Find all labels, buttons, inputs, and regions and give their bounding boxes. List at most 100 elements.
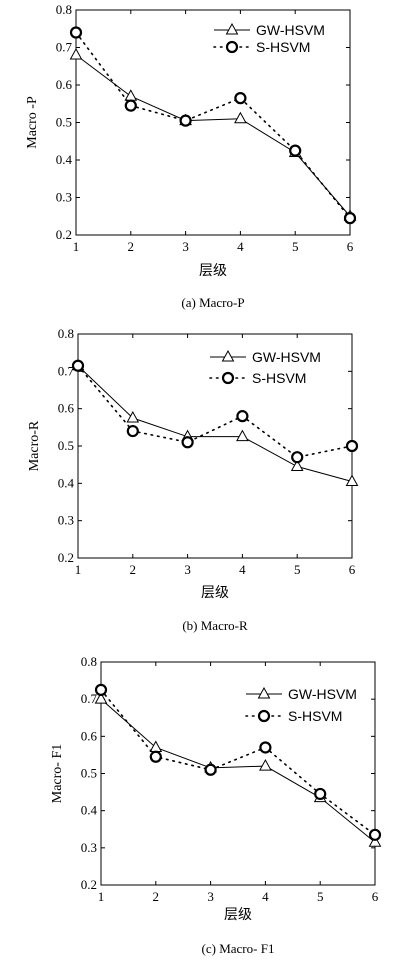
y-tick-label: 0.6 — [56, 77, 73, 92]
x-axis-label: 层级 — [201, 585, 229, 601]
legend: GW-HSVM S-HSVM — [245, 686, 357, 724]
y-tick-label: 0.8 — [81, 654, 97, 669]
x-tick-label: 3 — [207, 889, 214, 904]
y-tick-label: 0.6 — [81, 728, 98, 743]
legend-label: S-HSVM — [288, 708, 342, 724]
legend-label: GW-HSVM — [288, 686, 357, 702]
x-tick-label: 4 — [237, 239, 244, 254]
x-tick-label: 1 — [73, 239, 80, 254]
x-tick-label: 5 — [317, 889, 324, 904]
x-tick-label: 2 — [153, 889, 160, 904]
y-tick-label: 0.4 — [56, 152, 73, 167]
series-1 — [69, 47, 357, 221]
data-point — [94, 683, 108, 696]
data-point — [124, 89, 138, 101]
figure-caption: (b) Macro-R — [182, 618, 248, 633]
data-point — [314, 787, 327, 801]
data-point — [236, 410, 249, 423]
y-tick-label: 0.4 — [58, 475, 75, 490]
y-tick-label: 0.8 — [56, 2, 72, 17]
series-2 — [94, 683, 382, 841]
x-tick-label: 3 — [184, 562, 191, 577]
legend-marker — [221, 349, 235, 362]
x-tick-label: 4 — [262, 889, 269, 904]
legend-label: GW-HSVM — [256, 22, 325, 38]
y-tick-label: 0.5 — [81, 766, 97, 781]
y-tick-label: 0.4 — [81, 803, 98, 818]
data-point — [368, 835, 382, 847]
chart-2: 0.2 0.3 0.4 0.5 0.6 0.7 0.8 1 2 3 4 5 6 层级 Macro-R (b) … — [27, 326, 359, 633]
y-tick-label: 0.5 — [56, 115, 72, 130]
y-tick-label: 0.8 — [58, 326, 74, 341]
x-axis-label: 层级 — [199, 263, 227, 279]
legend-marker — [257, 686, 271, 699]
y-axis-label: Macro-R — [27, 420, 42, 471]
legend-marker — [221, 371, 235, 385]
data-point — [69, 47, 83, 60]
y-tick-label: 0.3 — [81, 840, 97, 855]
y-axis-label: Macro -P — [25, 96, 40, 149]
x-tick-label: 5 — [292, 239, 299, 254]
data-point — [291, 451, 304, 464]
legend-marker — [225, 22, 239, 35]
x-tick-label: 3 — [182, 239, 189, 254]
data-point — [343, 212, 357, 225]
data-point — [69, 26, 83, 39]
y-tick-label: 0.2 — [56, 227, 72, 242]
data-point — [234, 92, 247, 105]
data-point — [126, 424, 139, 438]
data-point — [345, 474, 359, 486]
data-point — [234, 111, 247, 124]
y-tick-label: 0.6 — [58, 401, 75, 416]
data-point — [236, 429, 249, 442]
legend-label: GW-HSVM — [252, 349, 321, 365]
y-tick-label: 0.7 — [56, 40, 73, 55]
legend-label: S-HSVM — [256, 39, 310, 55]
y-tick-label: 0.2 — [81, 877, 97, 892]
y-tick-label: 0.3 — [56, 190, 72, 205]
x-tick-label: 2 — [128, 239, 135, 254]
figure-caption: (c) Macro- F1 — [202, 941, 275, 956]
x-tick-label: 6 — [372, 889, 379, 904]
series-1 — [71, 358, 359, 486]
x-tick-label: 2 — [130, 562, 137, 577]
series-2 — [69, 26, 357, 225]
chart-1: 0.2 0.3 0.4 0.5 0.6 0.7 0.8 1 2 3 4 5 6 层级 Macro -P (a)… — [25, 2, 357, 310]
chart-3: 0.2 0.3 0.4 0.5 0.6 0.7 0.8 1 2 3 4 5 6 层级 Macro- F1 (c… — [50, 654, 382, 956]
series-line — [100, 689, 376, 836]
data-point — [204, 763, 217, 776]
data-point — [181, 436, 194, 449]
y-tick-label: 0.5 — [58, 438, 74, 453]
series-line — [75, 31, 351, 219]
data-point — [124, 99, 137, 112]
plot-frame — [77, 333, 353, 559]
x-tick-label: 4 — [239, 562, 246, 577]
x-tick-label: 6 — [347, 239, 354, 254]
y-tick-label: 0.7 — [58, 363, 75, 378]
data-point — [94, 692, 108, 704]
data-point — [368, 828, 382, 841]
data-point — [149, 750, 162, 763]
data-point — [126, 410, 140, 423]
x-tick-label: 1 — [98, 889, 105, 904]
legend-marker — [257, 709, 271, 723]
series-2 — [71, 359, 359, 464]
x-tick-label: 6 — [349, 562, 356, 577]
data-point — [259, 741, 272, 754]
figure-caption: (a) Macro-P — [181, 295, 244, 310]
legend-marker — [225, 40, 239, 54]
x-tick-label: 1 — [75, 562, 82, 577]
series-line — [75, 54, 351, 217]
y-tick-label: 0.2 — [58, 550, 74, 565]
series-line — [77, 365, 353, 482]
data-point — [259, 759, 272, 771]
series-line — [77, 364, 353, 459]
data-point — [179, 114, 192, 127]
data-point — [290, 459, 304, 472]
y-tick-label: 0.3 — [58, 513, 74, 528]
x-axis-label: 层级 — [224, 907, 252, 923]
y-axis-label: Macro- F1 — [50, 744, 65, 804]
